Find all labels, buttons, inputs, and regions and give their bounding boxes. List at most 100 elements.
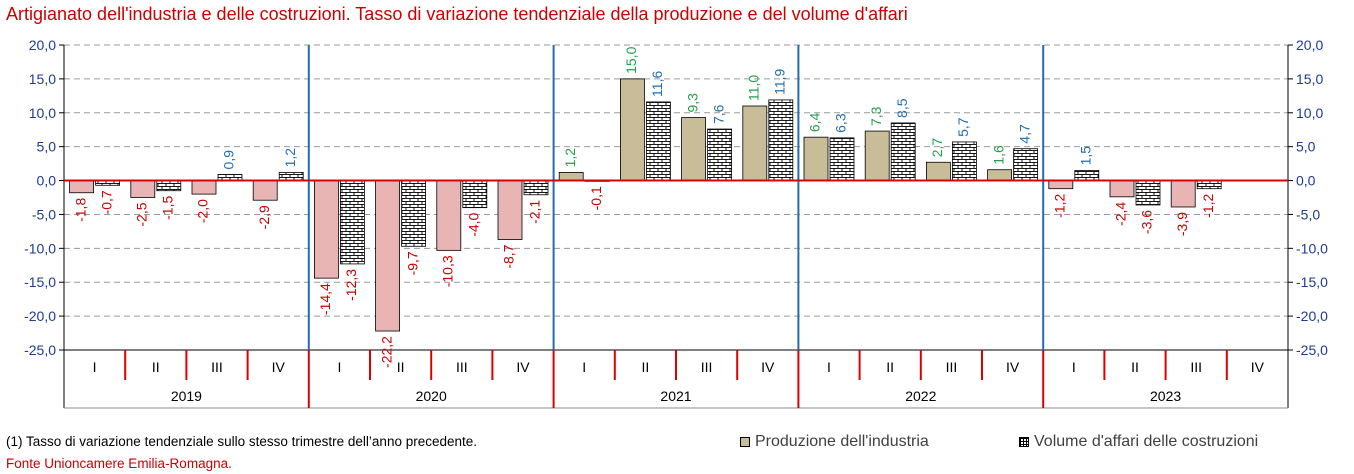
bar-produzione — [130, 180, 156, 198]
bar-produzione — [497, 180, 523, 240]
bar-volume — [1013, 148, 1038, 181]
y-tick-label-right: -25,0 — [1296, 342, 1328, 358]
y-tick-label-right: 0,0 — [1296, 173, 1316, 189]
y-tick-label-right: 5,0 — [1296, 139, 1316, 155]
y-tick-label-left: 10,0 — [29, 105, 56, 121]
legend-item-volume: Volume d'affari delle costruzioni — [1019, 433, 1258, 451]
bar-produzione — [313, 180, 339, 279]
y-tick-label-left: -20,0 — [24, 308, 56, 324]
y-tick-label-right: 10,0 — [1296, 105, 1323, 121]
data-label-volume: 1,2 — [282, 148, 298, 168]
bar-produzione — [1109, 180, 1135, 198]
bar-produzione — [558, 172, 584, 181]
bar-volume — [1074, 169, 1100, 181]
data-label-produzione: -1,8 — [72, 198, 88, 222]
year-label: 2021 — [660, 388, 691, 404]
data-label-volume: 1,5 — [1078, 146, 1094, 166]
source-note: Fonte Unioncamere Emilia-Romagna. — [6, 456, 232, 471]
bar-volume — [1196, 180, 1222, 190]
bar-volume — [523, 180, 549, 196]
quarter-label: I — [1072, 359, 1076, 375]
data-label-produzione: -1,2 — [1052, 193, 1068, 217]
bar-volume — [401, 180, 427, 247]
bar-produzione — [926, 161, 951, 181]
data-label-produzione: 9,3 — [684, 93, 700, 113]
year-label: 2023 — [1150, 388, 1181, 404]
y-tick-label-left: 20,0 — [29, 37, 56, 53]
quarter-label: IV — [1251, 359, 1265, 375]
quarter-label: I — [93, 359, 97, 375]
data-label-produzione: 15,0 — [623, 46, 639, 73]
quarter-label: II — [642, 359, 650, 375]
data-label-produzione: 1,6 — [990, 145, 1006, 165]
chart-title: Artigianato dell'industria e delle costr… — [6, 4, 908, 24]
bar-volume — [952, 141, 977, 181]
footnote: (1) Tasso di variazione tendenziale sull… — [6, 434, 478, 449]
bar-produzione — [742, 105, 768, 181]
quarter-label: IV — [516, 359, 530, 375]
data-label-produzione: 11,0 — [746, 75, 762, 101]
y-tick-label-left: -10,0 — [24, 240, 56, 256]
data-label-produzione: -14,4 — [317, 283, 333, 315]
y-tick-label-left: 15,0 — [29, 71, 56, 87]
bar-produzione — [436, 180, 462, 251]
data-label-volume: -2,1 — [527, 200, 543, 224]
bar-chart: 20,0 20,0 15,0 15,0 10,0 10,0 5,0 5,0 0,0 0,0 -5,0… — [24, 37, 1328, 409]
year-label: 2019 — [171, 388, 202, 404]
bar-produzione — [1048, 180, 1074, 190]
data-label-volume: -0,7 — [98, 190, 114, 214]
data-label-volume: 8,5 — [894, 98, 910, 118]
data-label-volume: 11,6 — [649, 71, 665, 97]
data-label-volume: 6,3 — [833, 113, 849, 133]
bar-volume — [646, 101, 671, 181]
bar-volume — [278, 172, 304, 181]
data-label-volume: 5,7 — [955, 117, 971, 137]
quarter-label: II — [397, 359, 405, 375]
bar-produzione — [69, 180, 94, 194]
y-tick-label-left: -25,0 — [24, 342, 56, 358]
y-tick-label-right: 20,0 — [1296, 37, 1323, 53]
year-label: 2022 — [905, 388, 936, 404]
y-tick-label-right: 15,0 — [1296, 71, 1323, 87]
bar-produzione — [620, 78, 645, 181]
quarter-label: III — [946, 359, 958, 375]
quarter-label: III — [1190, 359, 1202, 375]
data-label-volume: -9,7 — [404, 251, 420, 275]
data-label-produzione: -2,5 — [134, 202, 150, 226]
data-label-volume: -1,5 — [160, 196, 176, 220]
data-label-produzione: -2,9 — [256, 205, 272, 229]
quarter-label: III — [701, 359, 713, 375]
y-tick-label-right: -5,0 — [1296, 206, 1320, 222]
data-label-produzione: 7,3 — [868, 106, 884, 126]
quarter-label: II — [886, 359, 894, 375]
quarter-label: III — [456, 359, 468, 375]
y-tick-label-left: -15,0 — [24, 274, 56, 290]
quarter-label: IV — [761, 359, 775, 375]
y-tick-label-left: 0,0 — [37, 173, 57, 189]
data-label-produzione: -10,3 — [440, 255, 456, 287]
y-tick-label-right: -20,0 — [1296, 308, 1328, 324]
data-label-produzione: -2,0 — [195, 199, 211, 223]
legend-item-produzione: Produzione dell'industria — [740, 433, 929, 451]
quarter-label: IV — [272, 359, 286, 375]
bar-volume — [768, 99, 794, 181]
bar-produzione — [864, 130, 890, 181]
data-label-volume: -1,2 — [1200, 193, 1216, 217]
y-tick-label-left: -5,0 — [32, 206, 56, 222]
data-label-produzione: 1,2 — [562, 148, 578, 168]
data-label-volume: 7,6 — [710, 104, 726, 124]
data-label-volume: -4,0 — [466, 212, 482, 236]
bar-produzione — [375, 180, 401, 332]
bar-volume — [829, 137, 855, 181]
legend-swatch-produzione — [740, 437, 750, 447]
bar-volume — [462, 180, 488, 209]
bar-volume — [156, 180, 182, 192]
data-label-volume: 4,7 — [1016, 124, 1032, 144]
quarter-label: I — [827, 359, 831, 375]
quarter-label: IV — [1006, 359, 1020, 375]
bar-volume — [707, 128, 732, 181]
y-tick-label-left: 5,0 — [37, 139, 57, 155]
bar-produzione — [1170, 180, 1196, 208]
bar-produzione — [191, 180, 217, 195]
bar-volume — [890, 122, 916, 181]
